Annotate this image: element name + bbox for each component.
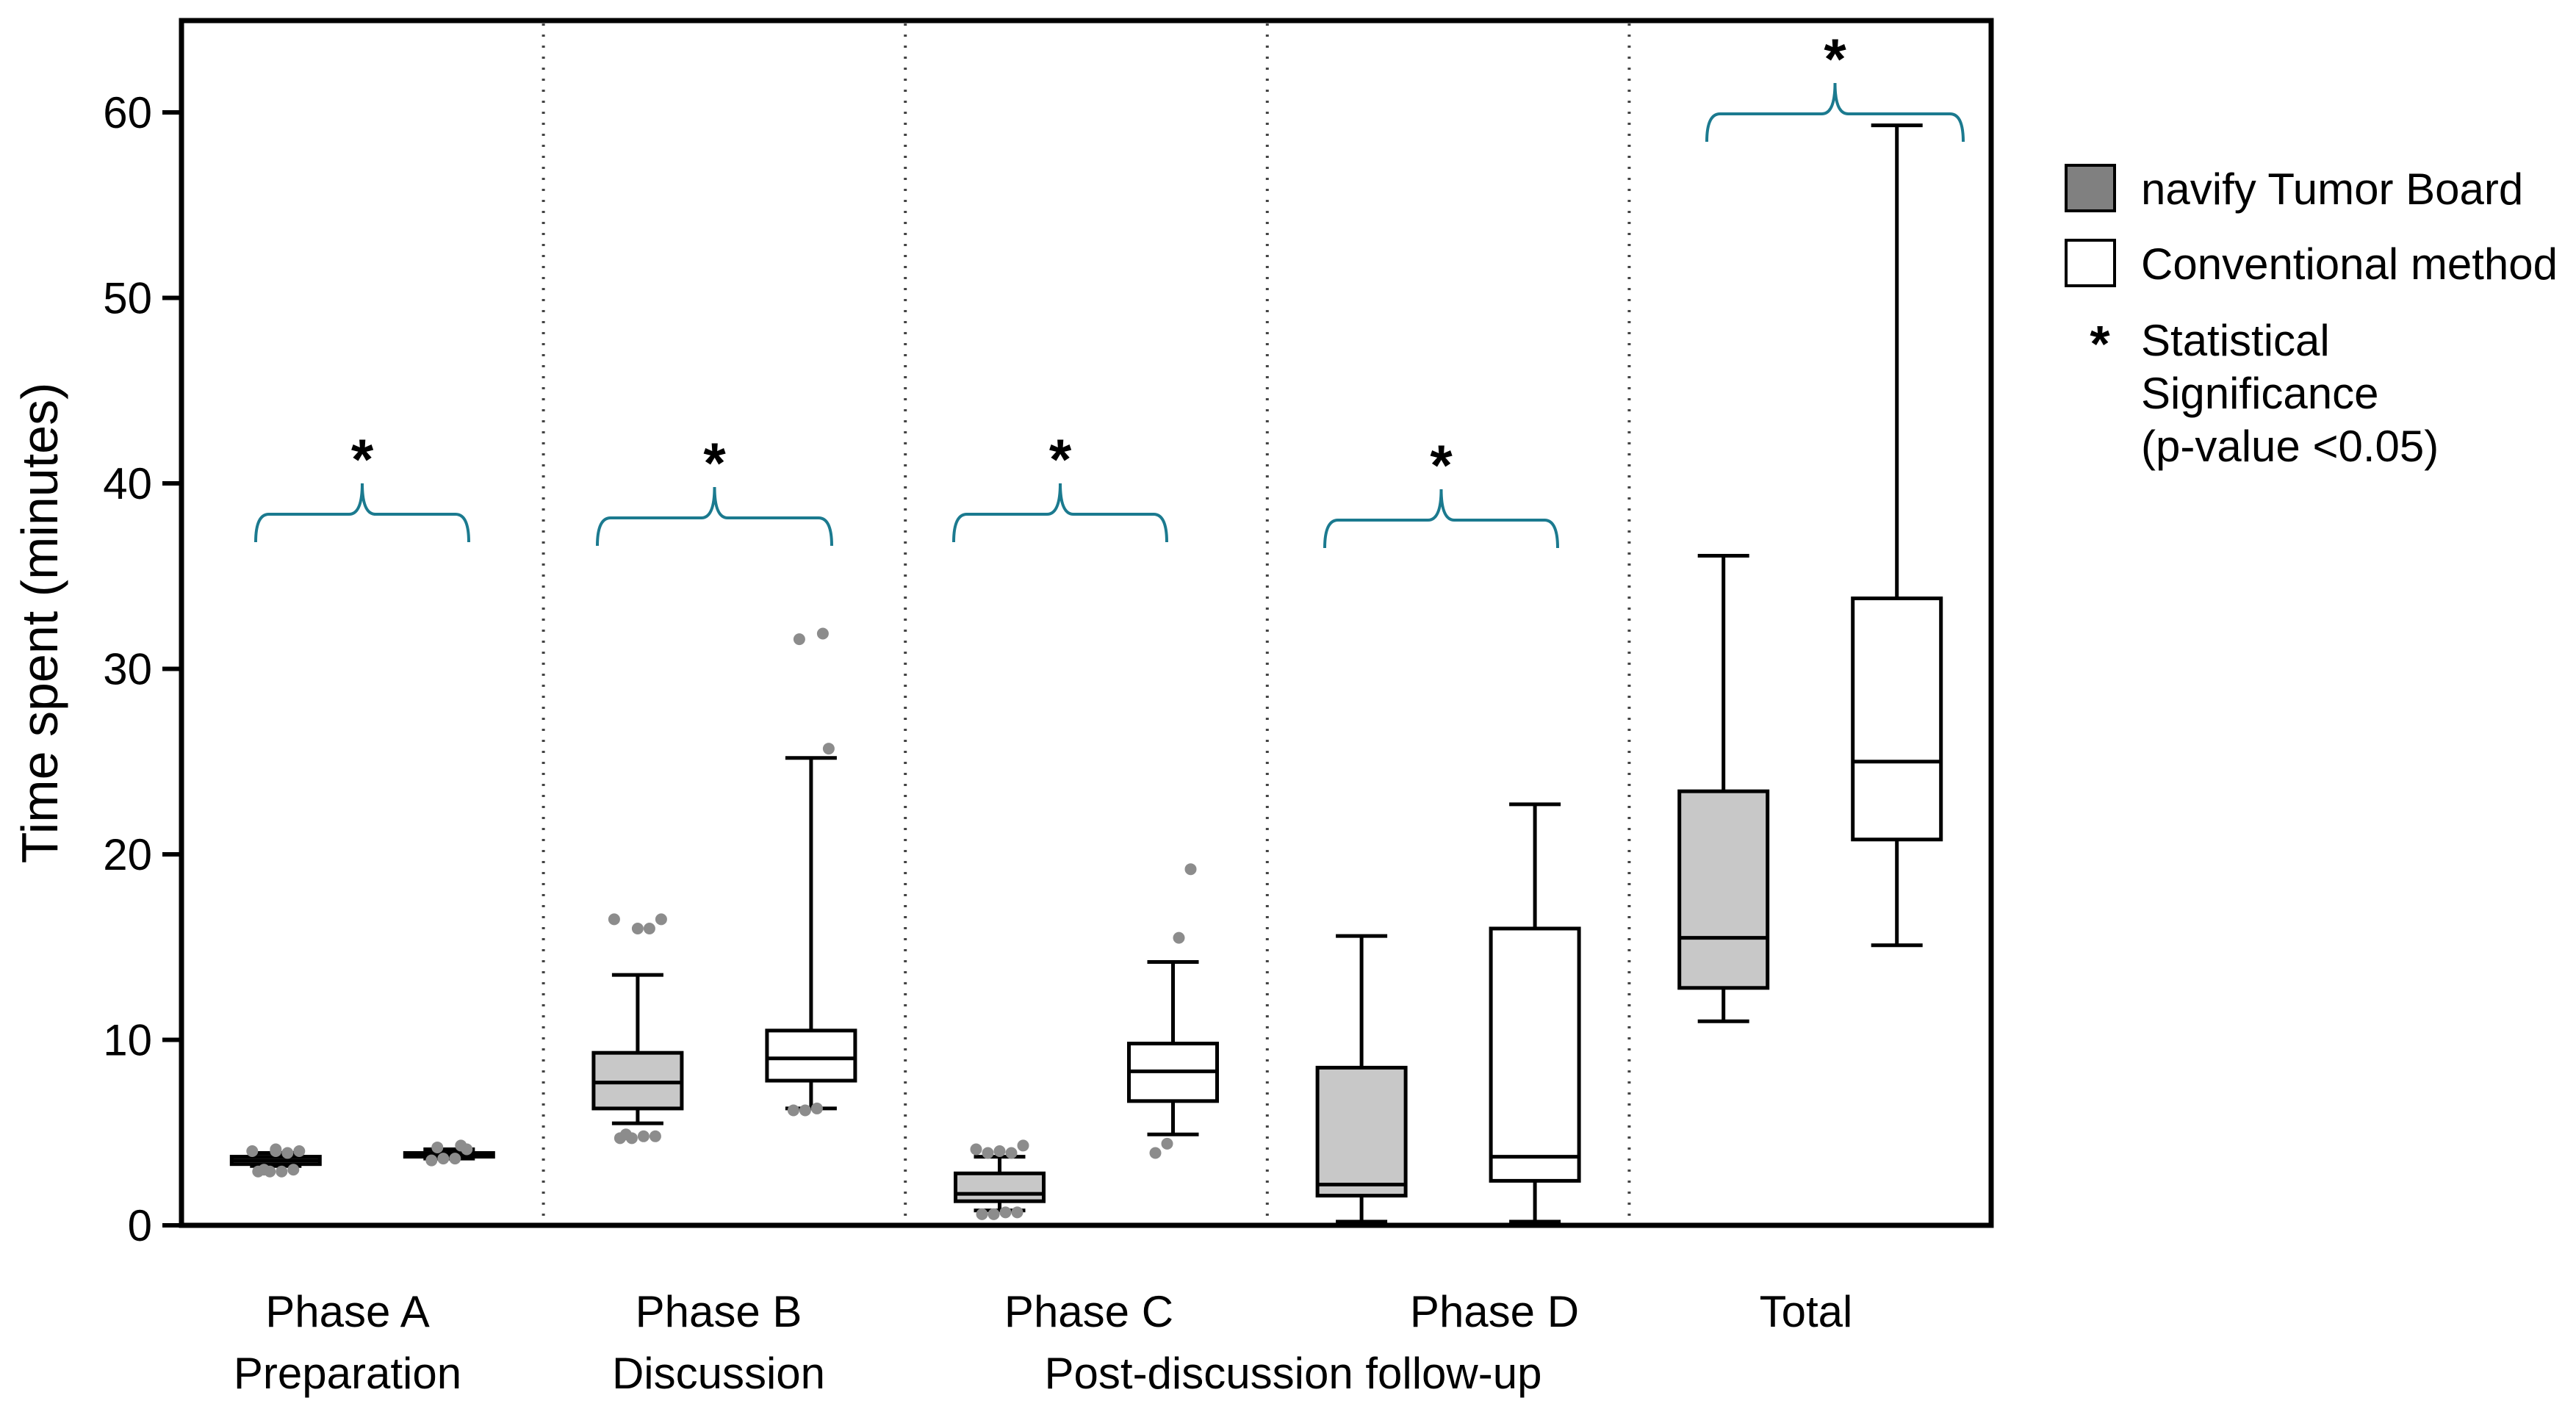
y-tick-label: 60: [103, 88, 152, 137]
legend-label-significance: (p-value <0.05): [2141, 422, 2439, 471]
legend-swatch-conventional: [2065, 239, 2116, 287]
outlier-point: [246, 1145, 259, 1157]
group-sublabel: Discussion: [612, 1349, 825, 1398]
box-iqr: [765, 1028, 857, 1083]
group-label: Total: [1760, 1287, 1853, 1336]
plot-frame: [179, 18, 1994, 1228]
legend-label-significance: Statistical: [2141, 316, 2330, 365]
outlier-point: [643, 923, 655, 934]
outlier-point: [970, 1143, 982, 1156]
outlier-point: [293, 1145, 306, 1157]
group-label: Phase A: [265, 1287, 430, 1336]
y-tick-label: 30: [103, 645, 152, 694]
significance-bracket: [1323, 489, 1559, 549]
box-iqr: [591, 1050, 684, 1111]
outlier-point: [276, 1165, 288, 1178]
outlier-point: [287, 1164, 300, 1176]
significance-layer: * * * * *: [254, 26, 1965, 549]
box-iqr: [954, 1171, 1046, 1203]
boxes-layer: [229, 123, 1943, 1224]
significance-bracket: [254, 483, 470, 543]
legend-label-conventional: Conventional method: [2141, 239, 2558, 289]
outlier-point: [822, 743, 835, 755]
y-tick-label: 10: [103, 1016, 152, 1065]
outlier-point: [608, 913, 620, 926]
significance-asterisk: *: [1049, 427, 1072, 491]
outlier-point: [1161, 1137, 1173, 1150]
y-tick-label: 0: [128, 1201, 152, 1250]
axis-layer: 0 10 20 30 40 50 60 Time spent (minutes) Phase A…: [11, 88, 1852, 1398]
y-tick-label: 50: [103, 274, 152, 323]
outlier-point: [1005, 1147, 1018, 1159]
legend-asterisk-symbol: *: [2090, 315, 2110, 372]
outlier-point: [1017, 1139, 1029, 1152]
significance-bracket: [596, 486, 833, 547]
legend-label-navify: navify Tumor Board: [2141, 165, 2523, 214]
significance-asterisk: *: [351, 427, 374, 491]
y-tick-label: 40: [103, 459, 152, 508]
box-iqr: [1489, 926, 1581, 1183]
box-iqr: [1677, 789, 1770, 990]
outlier-point: [1149, 1147, 1162, 1159]
outlier-point: [987, 1208, 1000, 1220]
outlier-point: [982, 1147, 994, 1159]
outlier-point: [631, 923, 644, 934]
outlier-point: [431, 1141, 444, 1153]
box-iqr: [1315, 1065, 1408, 1198]
group-sublabel-shared: Post-discussion follow-up: [1045, 1349, 1542, 1398]
group-label: Phase C: [1004, 1287, 1173, 1336]
significance-asterisk: *: [1430, 433, 1453, 497]
outlier-point: [449, 1153, 461, 1165]
outlier-point: [993, 1145, 1006, 1157]
significance-bracket: [1705, 82, 1965, 143]
outlier-point: [816, 627, 829, 640]
group-label: Phase D: [1410, 1287, 1579, 1336]
outlier-point: [1011, 1206, 1023, 1219]
significance-asterisk: *: [1824, 26, 1846, 91]
box-iqr: [1851, 597, 1943, 842]
outlier-point: [455, 1139, 467, 1152]
outlier-point: [787, 1104, 799, 1117]
outlier-point: [810, 1102, 823, 1114]
outlier-point: [649, 1130, 661, 1142]
legend-swatch-navify: [2065, 164, 2116, 212]
outlier-point: [258, 1164, 270, 1176]
outlier-point: [637, 1130, 650, 1142]
group-sublabel: Preparation: [234, 1349, 461, 1398]
outlier-point: [281, 1147, 294, 1159]
significance-bracket: [952, 483, 1168, 543]
outlier-point: [425, 1154, 438, 1167]
outlier-point: [793, 633, 805, 646]
legend-layer: navify Tumor Board Conventional method * St…: [2065, 164, 2558, 471]
outlier-point: [799, 1104, 811, 1117]
outlier-point: [976, 1208, 988, 1220]
significance-asterisk: *: [703, 430, 726, 495]
outlier-point: [437, 1153, 450, 1165]
y-axis-label: Time spent (minutes): [11, 383, 68, 864]
outlier-point: [655, 913, 667, 926]
y-tick-label: 20: [103, 830, 152, 879]
plot-frame-layer: [179, 18, 1994, 1228]
outlier-point: [999, 1206, 1012, 1219]
outlier-point: [1173, 931, 1185, 944]
group-label: Phase B: [636, 1287, 802, 1336]
outlier-point: [270, 1143, 282, 1156]
outlier-point: [619, 1128, 632, 1141]
outlier-point: [1184, 863, 1197, 876]
legend-label-significance: Significance: [2141, 369, 2379, 418]
